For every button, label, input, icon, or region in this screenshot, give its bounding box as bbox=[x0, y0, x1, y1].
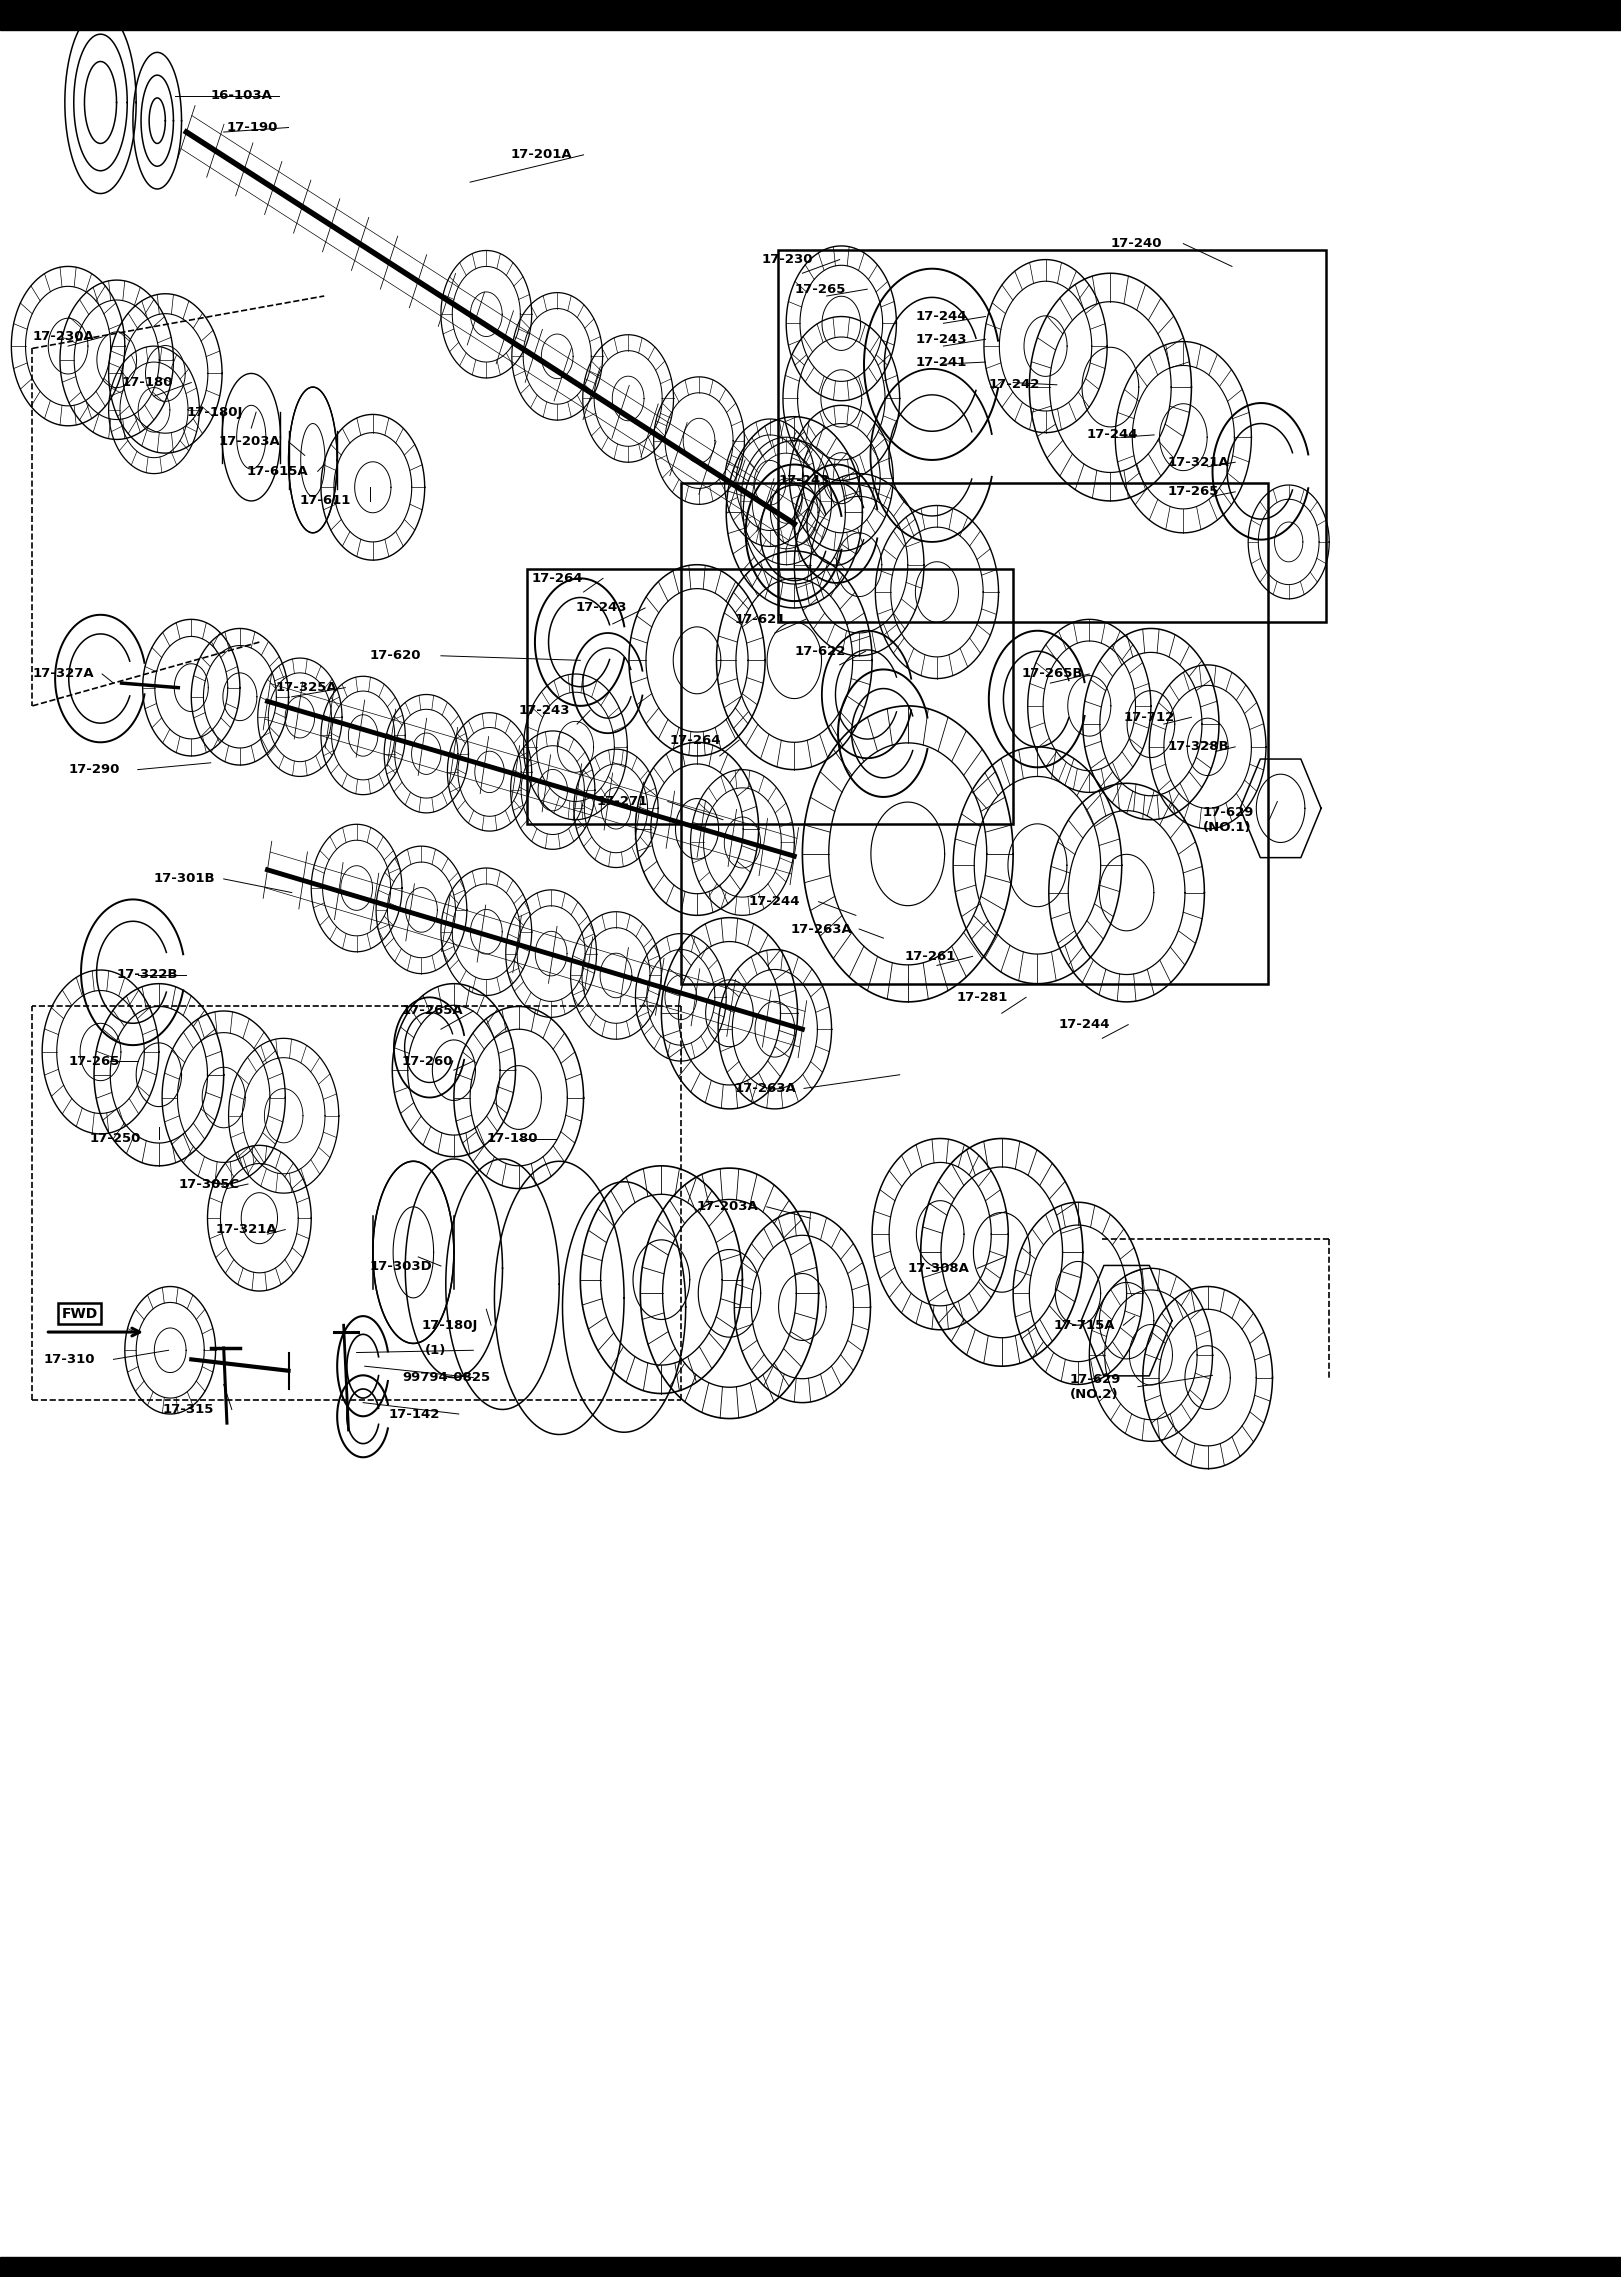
Text: 17-308A: 17-308A bbox=[908, 1261, 969, 1275]
Text: 17-180J: 17-180J bbox=[186, 405, 243, 419]
Text: 17-265A: 17-265A bbox=[402, 1004, 464, 1018]
Text: 17-301B: 17-301B bbox=[154, 872, 216, 886]
Text: 17-290: 17-290 bbox=[68, 763, 120, 776]
Text: 17-327A: 17-327A bbox=[32, 667, 94, 681]
Text: 17-303D: 17-303D bbox=[370, 1259, 433, 1273]
Text: 17-264: 17-264 bbox=[669, 733, 721, 747]
Text: 17-240: 17-240 bbox=[1110, 237, 1162, 250]
Text: 17-622: 17-622 bbox=[794, 644, 846, 658]
Text: 17-615A: 17-615A bbox=[246, 465, 308, 478]
Text: 17-620: 17-620 bbox=[370, 649, 421, 663]
Bar bbox=[527, 569, 1013, 824]
Text: 17-264: 17-264 bbox=[532, 572, 584, 585]
Text: 17-328B: 17-328B bbox=[1167, 740, 1229, 754]
Text: 17-241: 17-241 bbox=[916, 355, 968, 369]
Text: 17-263A: 17-263A bbox=[734, 1082, 796, 1095]
Text: 17-243: 17-243 bbox=[575, 601, 627, 615]
Text: 17-310: 17-310 bbox=[44, 1353, 96, 1366]
Text: 17-243: 17-243 bbox=[519, 704, 571, 717]
Text: 17-203A: 17-203A bbox=[697, 1200, 759, 1214]
Text: 17-243: 17-243 bbox=[916, 332, 968, 346]
Text: 17-712: 17-712 bbox=[1123, 710, 1175, 724]
Text: FWD: FWD bbox=[62, 1307, 97, 1321]
Text: 17-180: 17-180 bbox=[486, 1132, 538, 1145]
Text: 17-265: 17-265 bbox=[794, 282, 846, 296]
Text: 17-629
(NO.2): 17-629 (NO.2) bbox=[1070, 1373, 1122, 1400]
Text: 17-629
(NO.1): 17-629 (NO.1) bbox=[1203, 806, 1255, 833]
Text: 17-281: 17-281 bbox=[956, 990, 1008, 1004]
Text: 17-265: 17-265 bbox=[1167, 485, 1219, 499]
Text: 17-203A: 17-203A bbox=[219, 435, 280, 449]
Text: 17-321A: 17-321A bbox=[1167, 455, 1229, 469]
Text: 17-250: 17-250 bbox=[89, 1132, 141, 1145]
Text: 17-142: 17-142 bbox=[389, 1407, 441, 1421]
Text: 17-230A: 17-230A bbox=[32, 330, 94, 344]
Bar bbox=[0, 2257, 1621, 2277]
Text: 17-263A: 17-263A bbox=[791, 922, 853, 936]
Text: 17-201A: 17-201A bbox=[511, 148, 572, 162]
Text: 99794-0825: 99794-0825 bbox=[402, 1371, 490, 1384]
Text: 17-260: 17-260 bbox=[402, 1054, 454, 1068]
Text: 17-244: 17-244 bbox=[749, 895, 801, 909]
Text: 17-190: 17-190 bbox=[227, 121, 279, 134]
Text: 17-243: 17-243 bbox=[778, 474, 830, 487]
Text: 17-715A: 17-715A bbox=[1054, 1318, 1115, 1332]
Text: 17-244: 17-244 bbox=[916, 310, 968, 323]
Bar bbox=[681, 483, 1268, 984]
Text: 17-242: 17-242 bbox=[989, 378, 1041, 392]
Text: 17-180J: 17-180J bbox=[421, 1318, 478, 1332]
Text: 17-244: 17-244 bbox=[1059, 1018, 1110, 1031]
Bar bbox=[0, 0, 1621, 30]
Text: 17-315: 17-315 bbox=[162, 1403, 214, 1416]
Text: 17-325A: 17-325A bbox=[276, 681, 337, 694]
Text: 17-265B: 17-265B bbox=[1021, 667, 1083, 681]
Text: 16-103A: 16-103A bbox=[211, 89, 272, 102]
Text: 17-244: 17-244 bbox=[1086, 428, 1138, 442]
Text: 17-230: 17-230 bbox=[762, 253, 814, 266]
Text: 17-271: 17-271 bbox=[597, 795, 648, 808]
Text: 17-611: 17-611 bbox=[300, 494, 352, 508]
Text: 17-321A: 17-321A bbox=[216, 1223, 277, 1236]
Text: 17-305C: 17-305C bbox=[178, 1177, 240, 1191]
Text: 17-621: 17-621 bbox=[734, 613, 786, 626]
Text: 17-265: 17-265 bbox=[68, 1054, 120, 1068]
Text: (1): (1) bbox=[425, 1343, 446, 1357]
Bar bbox=[778, 250, 1326, 622]
Text: 17-180: 17-180 bbox=[122, 376, 173, 389]
Text: 17-322B: 17-322B bbox=[117, 968, 178, 981]
Text: 17-261: 17-261 bbox=[905, 950, 956, 963]
